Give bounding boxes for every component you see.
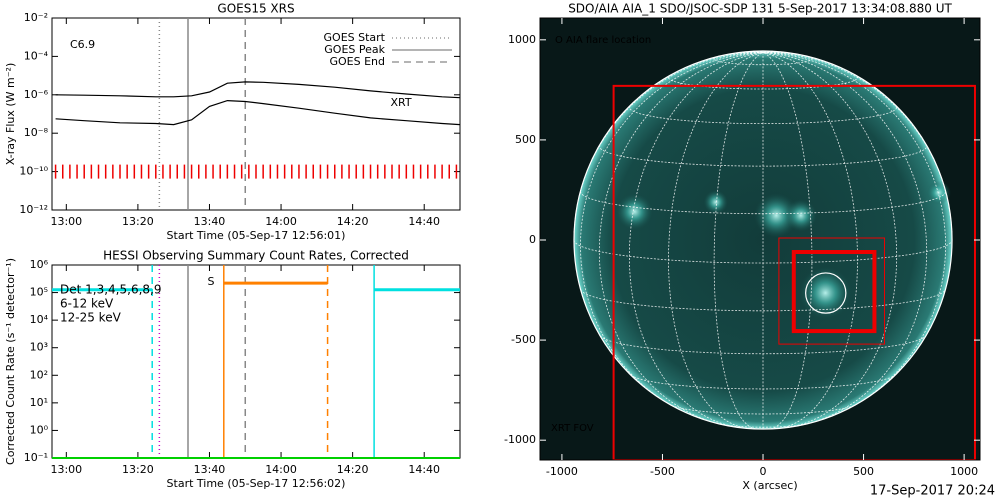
x-tick-label: 14:00 — [265, 463, 297, 476]
x-tick-label: 13:40 — [194, 463, 226, 476]
y-tick-label: 10¹ — [30, 396, 48, 409]
sun-grid — [598, 52, 764, 425]
annotation: XRT FOV — [551, 423, 594, 434]
y-tick-label: 10⁰ — [30, 423, 49, 436]
x-tick-label: 13:00 — [50, 215, 82, 228]
y-tick-label: 10⁻¹² — [19, 203, 48, 216]
y-tick-label: 10⁻⁴ — [24, 49, 49, 62]
y-tick-label: 10² — [30, 368, 48, 381]
sun-grid — [762, 52, 858, 429]
legend-label: GOES Start — [324, 31, 386, 44]
x-tick-label: 14:40 — [408, 463, 440, 476]
y-tick-label: -500 — [511, 333, 536, 346]
y-tick-label: 10⁶ — [30, 258, 49, 271]
legend-label: Det 1,3,4,5,6,8,9 — [60, 283, 161, 297]
y-axis-label: Corrected Count Rate (s⁻¹ detector⁻¹) — [4, 258, 17, 465]
y-tick-label: -1000 — [504, 433, 536, 446]
x-tick-label: 0 — [760, 465, 767, 478]
flare-location — [805, 272, 847, 314]
y-tick-label: 10⁻⁸ — [24, 126, 49, 139]
x-tick-label: 500 — [853, 465, 874, 478]
chart-title: SDO/AIA AIA_1 SDO/JSOC-SDP 131 5-Sep-201… — [568, 2, 952, 16]
sun-image — [573, 50, 976, 460]
sun-grid — [762, 52, 898, 428]
plot-frame — [539, 17, 981, 461]
y-tick-label: 10⁻¹ — [24, 451, 48, 464]
x-tick-label: -500 — [650, 465, 675, 478]
y-tick-label: 10⁻¹⁰ — [19, 165, 48, 178]
legend-label: GOES End — [329, 55, 385, 68]
data-line — [55, 81, 461, 99]
x-tick-label: 13:00 — [50, 463, 82, 476]
sun-grid — [762, 52, 928, 425]
y-tick-label: 10³ — [30, 341, 48, 354]
data-line — [55, 99, 461, 126]
x-tick-label: 14:00 — [265, 215, 297, 228]
active-region — [784, 199, 817, 232]
footer-timestamp: 17-Sep-2017 20:24 — [870, 484, 995, 499]
y-tick-label: 0 — [529, 233, 536, 246]
active-region — [616, 193, 653, 230]
x-tick-label: 14:20 — [337, 215, 369, 228]
annotation: XRT — [390, 96, 411, 109]
sun-limb — [573, 50, 953, 430]
x-tick-label: -1000 — [546, 465, 578, 478]
x-axis-label: Start Time (05-Sep-17 12:56:02) — [167, 477, 346, 490]
annotation: S — [208, 275, 215, 288]
y-axis-label: X-ray Flux (W m⁻²) — [4, 63, 17, 165]
plot-frame — [51, 17, 461, 211]
legend-label: 6-12 keV — [60, 297, 114, 311]
y-tick-label: 500 — [515, 133, 536, 146]
annotation: O AIA flare location — [555, 35, 651, 46]
y-tick-label: 1000 — [508, 33, 536, 46]
x-tick-label: 13:20 — [122, 463, 154, 476]
active-region — [926, 180, 951, 205]
chart-title: GOES15 XRS — [217, 2, 294, 16]
x-axis-label: Start Time (05-Sep-17 12:56:01) — [167, 229, 346, 242]
y-tick-label: 10⁻² — [24, 11, 48, 24]
sun-grid — [688, 51, 764, 67]
sun-grid — [580, 289, 946, 312]
x-tick-label: 13:40 — [194, 215, 226, 228]
x-tick-label: 14:20 — [337, 463, 369, 476]
x-tick-label: 14:40 — [408, 215, 440, 228]
x-axis-label: X (arcsec) — [742, 479, 797, 492]
x-tick-label: 13:20 — [122, 215, 154, 228]
y-tick-label: 10⁵ — [30, 286, 48, 299]
legend-label: GOES Peak — [324, 43, 385, 56]
sun-grid — [668, 52, 764, 429]
x-tick-label: 1000 — [950, 465, 978, 478]
active-region — [799, 266, 852, 319]
annotation: C6.9 — [70, 38, 95, 51]
sun-grid — [628, 52, 764, 428]
sun-disk — [573, 50, 953, 430]
y-tick-label: 10⁻⁶ — [24, 88, 49, 101]
sun-grid — [579, 52, 764, 411]
sun-grid — [628, 105, 898, 124]
sun-grid — [762, 52, 947, 411]
y-tick-label: 10⁴ — [30, 313, 49, 326]
fov-box — [791, 250, 877, 334]
legend-label: 12-25 keV — [60, 311, 122, 325]
active-region — [703, 190, 728, 215]
chart-title: HESSI Observing Summary Count Rates, Cor… — [103, 249, 409, 263]
active-region — [754, 193, 799, 238]
fov-box — [778, 237, 885, 345]
